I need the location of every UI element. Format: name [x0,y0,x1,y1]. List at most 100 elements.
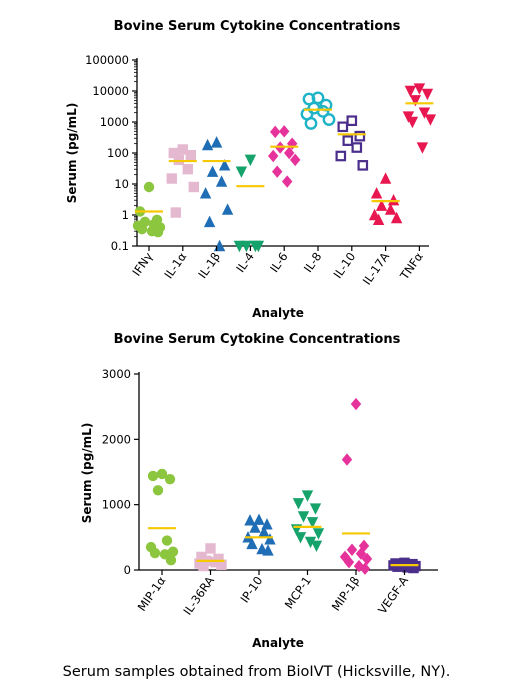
data-point [409,95,422,107]
data-point [418,107,431,119]
data-point [268,149,279,163]
data-point [270,125,281,139]
data-point [201,138,214,151]
data-point [166,173,177,184]
data-point [304,536,317,549]
data-point [177,144,188,155]
data-point [264,533,276,545]
data-point [198,560,209,572]
y-tick-label: 1 [122,208,129,222]
data-point [152,226,164,238]
x-tick-label: IFNγ [129,250,155,279]
data-point [306,517,319,529]
data-point [272,165,283,178]
series-il-8 [300,91,336,130]
data-point [359,562,371,575]
x-tick-label: IL-17A [360,250,392,288]
series-il-1 [199,136,234,252]
chart-title: Bovine Serum Cytokine Concentrations [114,332,401,347]
y-tick-label: 10000 [92,84,129,98]
data-point [312,528,325,540]
data-point [309,503,322,515]
data-point [375,199,388,211]
data-point [341,453,353,466]
data-point [143,181,155,193]
x-axis-label: Analyte [252,306,304,320]
series-il-17a [368,172,403,226]
series-ifn [132,181,166,238]
y-tick-label: 3000 [102,367,131,381]
data-point [258,525,270,538]
data-point [206,165,219,177]
series-il-1 [166,144,199,218]
data-point [353,559,365,573]
data-point [210,556,221,568]
data-point [282,175,293,188]
figure-caption: Serum samples obtained from BioIVT (Hick… [62,664,451,680]
log-scale-cytokine-chart: Bovine Serum Cytokine Concentrations Ser… [65,19,437,320]
data-point [301,490,314,502]
data-point [384,203,397,215]
series-il-4 [233,154,265,253]
plot-area: 0.1 1 10 100 1000 10000 100000 IFNγ IL-1α IL-1β IL… [85,53,437,288]
data-point [337,121,349,133]
plot-area: 0 1000 2000 3000 MIP-1α IL-36RA IP-10 MCP-1 MIP-… [102,367,438,618]
data-point [165,555,177,566]
series-ip-10 [242,513,276,556]
data-point [311,91,325,105]
linear-scale-cytokine-chart: Bovine Serum Cytokine Concentrations Ser… [80,332,438,650]
data-point [284,146,295,160]
data-point [210,136,223,148]
data-point [350,397,362,411]
y-tick-label: 0.1 [111,239,129,253]
y-axis-label: Serum (pg/mL) [65,103,79,204]
data-point [408,562,419,574]
x-tick-label: IL-10 [331,250,359,281]
x-tick-label: MCP-1 [282,574,314,612]
series-il-10 [335,115,369,171]
data-point [416,142,429,154]
data-point [170,207,181,218]
x-tick-label: VEGF-A [375,574,411,617]
data-point [292,498,305,510]
data-point [361,552,373,566]
data-point [244,154,257,167]
data-point [316,104,330,118]
data-point [304,117,318,130]
data-point [235,166,248,178]
data-point [294,532,307,544]
x-tick-label: TNFα [397,249,426,283]
data-point [351,142,363,153]
data-point [185,149,196,161]
data-point [406,116,419,129]
data-point [424,114,437,126]
data-point [404,85,417,98]
x-tick-label: IL-1α [161,249,189,281]
data-point [346,115,358,127]
data-point [249,521,261,533]
y-tick-label: 100000 [85,53,129,67]
data-point [168,147,179,159]
data-point [218,159,231,171]
data-point [149,547,161,559]
data-point [279,125,290,138]
series-il-36ra [194,543,227,572]
data-point [322,113,336,126]
data-point [199,187,212,199]
x-tick-label: IP-10 [237,574,265,606]
data-point [354,130,366,142]
x-tick-label: MIP-1α [135,573,169,613]
y-axis-label: Serum (pg/mL) [80,423,94,524]
data-point [343,555,355,569]
data-point [379,172,392,184]
data-point [167,546,179,557]
y-tick-label: 100 [107,146,129,160]
series-vegf-a [388,557,421,574]
y-tick-label: 2000 [102,432,131,446]
data-point [413,83,426,95]
data-point [370,187,383,199]
data-point [392,561,403,572]
data-point [147,470,159,482]
data-point [136,223,148,235]
